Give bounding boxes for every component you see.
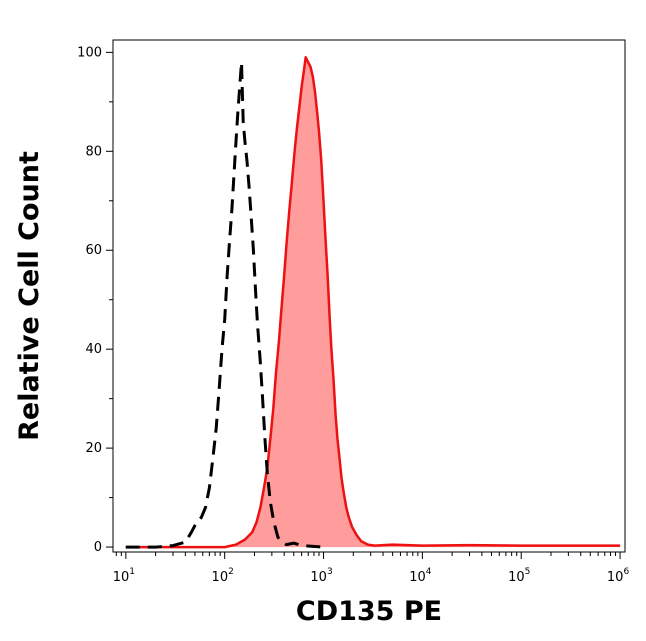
x-tick-label: 104 <box>409 567 432 585</box>
x-tick-label: 106 <box>607 567 630 585</box>
x-tick-label: 102 <box>212 567 234 585</box>
y-tick-label: 40 <box>85 342 102 357</box>
y-axis-title: Relative Cell Count <box>14 151 45 441</box>
x-tick-label: 105 <box>508 567 530 585</box>
y-tick-label: 100 <box>77 45 102 60</box>
y-tick-label: 80 <box>85 144 102 159</box>
series-0-line <box>125 60 324 549</box>
y-tick-label: 20 <box>85 441 102 456</box>
y-tick-label: 0 <box>94 540 102 555</box>
plot-frame <box>112 39 626 553</box>
x-tick-label: 103 <box>310 567 332 585</box>
x-axis-title: CD135 PE <box>296 596 442 627</box>
x-tick-label: 101 <box>113 567 135 585</box>
series-layer <box>125 56 621 549</box>
series-1-area <box>125 57 621 548</box>
ticks-layer: 101 102 103 104 105 106 0 20 40 60 80 100 <box>77 45 629 585</box>
series-1-line <box>125 56 621 549</box>
y-tick-label: 60 <box>85 243 102 258</box>
